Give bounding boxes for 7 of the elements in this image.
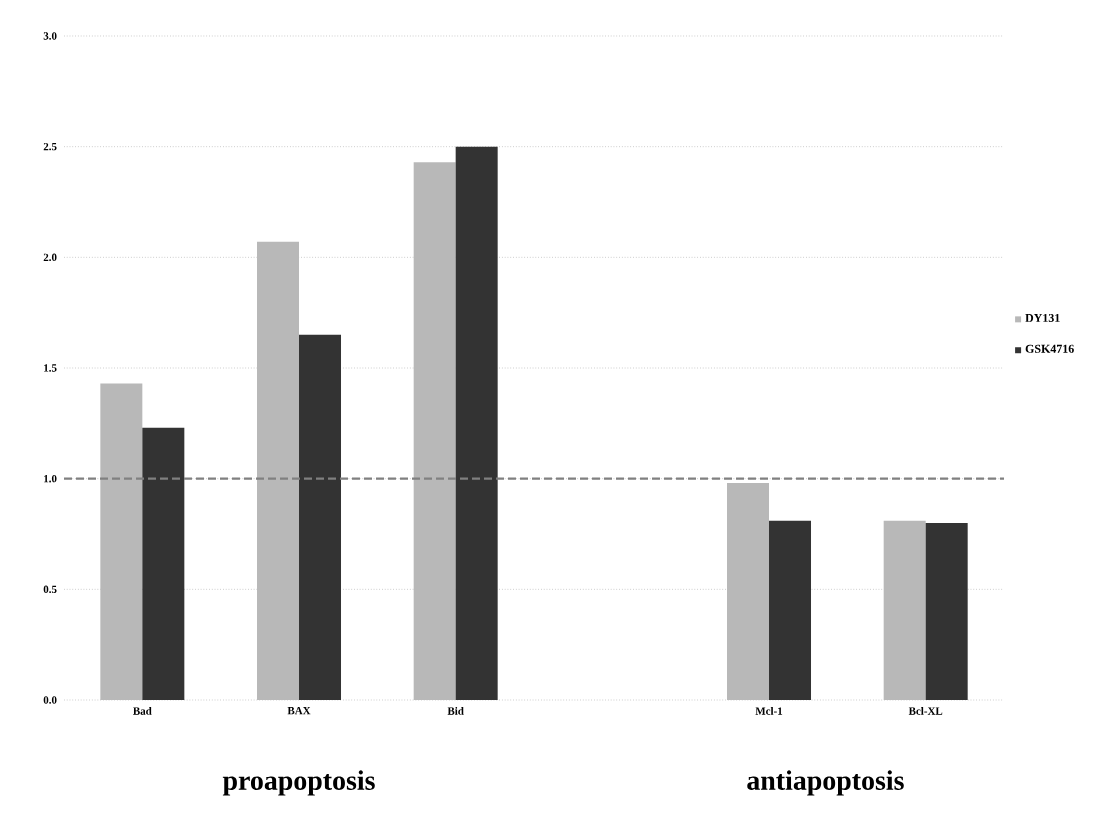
text: antiapoptosis xyxy=(747,770,904,796)
bar xyxy=(455,146,498,700)
bar xyxy=(299,334,342,700)
bar xyxy=(925,522,968,700)
text: proapoptosis xyxy=(222,770,375,796)
bar xyxy=(142,427,185,700)
bar xyxy=(769,520,812,700)
